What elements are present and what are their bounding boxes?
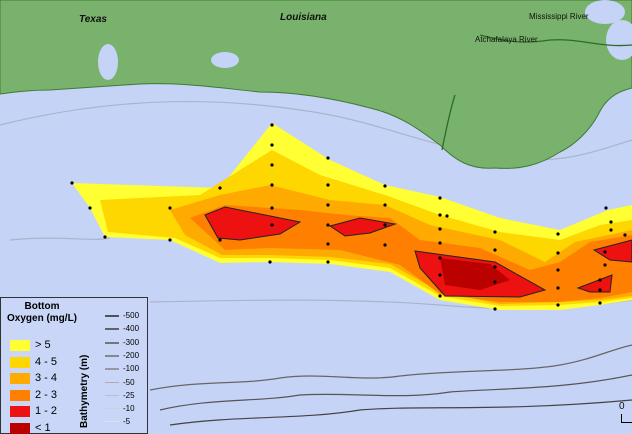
station-dot — [326, 183, 330, 187]
bathymetry-line — [105, 394, 119, 396]
station-dot — [326, 203, 330, 207]
label-atchafalaya-river: Atchafalaya River — [475, 35, 538, 44]
oxygen-swatch — [10, 389, 30, 401]
station-dot — [556, 232, 560, 236]
station-dot — [493, 265, 497, 269]
station-dot — [103, 235, 107, 239]
station-dot — [493, 307, 497, 311]
station-dot — [623, 233, 627, 237]
bathymetry-line — [105, 381, 119, 383]
bathymetry-class-label: -50 — [123, 377, 135, 387]
station-dot — [168, 238, 172, 242]
label-texas: Texas — [79, 14, 107, 25]
station-dot — [70, 181, 74, 185]
bathymetry-class-label: -300 — [123, 337, 140, 347]
bathymetry-class-label: -10 — [123, 404, 135, 414]
bathymetry-line — [105, 408, 119, 410]
lake-pontchartrain — [585, 0, 625, 24]
bathymetry-class-label: -5 — [123, 417, 131, 427]
bathymetry-class-label: -200 — [123, 350, 140, 360]
station-dot — [609, 228, 613, 232]
station-dot — [598, 288, 602, 292]
oxygen-swatch — [10, 340, 30, 351]
station-dot — [438, 196, 442, 200]
station-dot — [556, 251, 560, 255]
station-dot — [268, 260, 272, 264]
station-dot — [603, 263, 607, 267]
bathymetry-class-label: -400 — [123, 324, 140, 334]
station-dot — [556, 286, 560, 290]
oxygen-class-label: > 5 — [35, 339, 51, 351]
station-dot — [438, 273, 442, 277]
station-dot — [604, 206, 608, 210]
bathymetry-legend-title: Bathymetry (m) — [79, 354, 90, 428]
oxygen-swatch — [10, 356, 30, 368]
station-dot — [326, 156, 330, 160]
station-dot — [270, 123, 274, 127]
sampling-stations — [70, 123, 627, 311]
station-dot — [168, 206, 172, 210]
oxygen-legend-title: Bottom Oxygen (mg/L) — [7, 301, 78, 324]
station-dot — [88, 206, 92, 210]
bathymetry-line — [105, 354, 119, 357]
station-dot — [383, 184, 387, 188]
station-dot — [270, 183, 274, 187]
station-dot — [218, 238, 222, 242]
station-dot — [445, 214, 449, 218]
oxygen-class-label: 3 - 4 — [35, 372, 58, 384]
station-dot — [438, 213, 442, 217]
bathymetry-line — [105, 368, 119, 371]
land-coast — [0, 0, 632, 169]
station-dot — [609, 220, 613, 224]
bathymetry-class-label: -25 — [123, 390, 135, 400]
oxygen-class-label: 2 - 3 — [35, 388, 58, 401]
station-dot — [270, 143, 274, 147]
station-dot — [383, 203, 387, 207]
station-dot — [556, 268, 560, 272]
scale-bar-zero: 0 — [619, 401, 625, 412]
bathymetry-line — [105, 328, 119, 331]
oxygen-swatch — [10, 373, 30, 384]
label-louisiana: Louisiana — [280, 12, 327, 23]
bathymetry-line — [105, 421, 119, 423]
station-dot — [270, 163, 274, 167]
station-dot — [383, 243, 387, 247]
station-dot — [603, 250, 607, 254]
station-dot — [383, 223, 387, 227]
oxygen-swatch — [10, 406, 30, 417]
station-dot — [493, 230, 497, 234]
map-legend: Bottom Oxygen (mg/L) > 5 4 - 5 3 - 4 2 - 3 1… — [0, 297, 148, 434]
lake — [606, 20, 632, 60]
station-dot — [218, 186, 222, 190]
label-mississippi-river: Mississippi River — [529, 12, 589, 21]
station-dot — [598, 301, 602, 305]
oxygen-class-label: 1 - 2 — [35, 405, 58, 417]
station-dot — [438, 241, 442, 245]
station-dot — [438, 294, 442, 298]
station-dot — [493, 248, 497, 252]
station-dot — [326, 260, 330, 264]
lake — [211, 52, 239, 68]
bathymetry-line — [105, 341, 119, 344]
bathymetry-line — [105, 315, 119, 317]
bathymetry-class-label: -100 — [123, 364, 140, 374]
station-dot — [598, 278, 602, 282]
scale-bar — [621, 414, 632, 423]
oxygen-class-label: 4 - 5 — [35, 355, 58, 368]
lake — [98, 44, 118, 80]
station-dot — [326, 242, 330, 246]
oxygen-zones — [72, 123, 632, 310]
bathymetry-class-label: -500 — [123, 311, 140, 320]
station-dot — [438, 256, 442, 260]
oxygen-swatch — [10, 422, 30, 434]
station-dot — [556, 303, 560, 307]
oxygen-class-label: < 1 — [35, 421, 51, 434]
rivers — [441, 34, 632, 151]
station-dot — [438, 227, 442, 231]
station-dot — [493, 280, 497, 284]
station-dot — [326, 223, 330, 227]
station-dot — [270, 206, 274, 210]
station-dot — [270, 223, 274, 227]
